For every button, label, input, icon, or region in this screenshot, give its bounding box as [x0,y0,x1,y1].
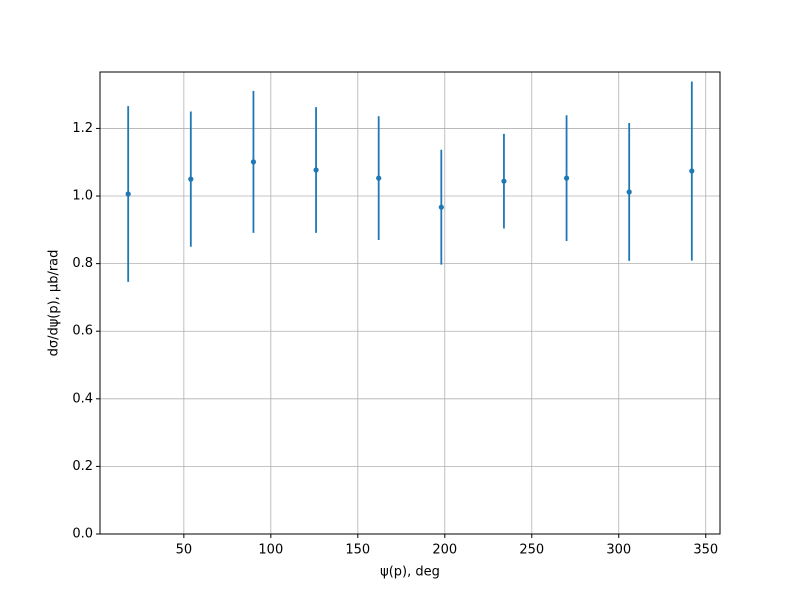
x-axis-label: ψ(p), deg [380,565,440,580]
data-point [501,178,507,184]
x-tick-label: 50 [176,543,193,558]
y-tick-label: 1.0 [72,189,93,204]
plot-frame [99,71,721,535]
y-axis-label: dσ/dψ(p), μb/rad [47,250,62,357]
y-tick-label: 0.6 [72,324,93,339]
data-point [125,191,131,197]
y-tick-label: 0.2 [72,459,93,474]
y-tick-label: 0.4 [72,391,93,406]
data-point [689,168,695,174]
x-tick-label: 200 [432,543,457,558]
y-tick-label: 0.8 [72,256,93,271]
y-tick-label: 0.0 [72,527,93,542]
x-tick-label: 100 [258,543,283,558]
x-tick-label: 250 [519,543,544,558]
data-point [313,167,319,173]
data-point [188,176,194,182]
data-point [376,175,382,181]
data-point [626,189,632,195]
data-point [438,204,444,210]
x-tick-label: 350 [693,543,718,558]
x-tick-label: 300 [606,543,631,558]
y-tick-label: 1.2 [72,121,93,136]
x-tick-label: 150 [345,543,370,558]
data-point [250,159,257,165]
data-point [563,175,570,181]
